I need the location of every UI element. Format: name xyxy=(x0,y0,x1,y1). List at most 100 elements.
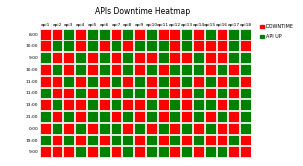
Bar xyxy=(169,135,180,145)
Bar xyxy=(228,135,239,145)
Bar xyxy=(40,41,51,51)
Bar xyxy=(111,41,122,51)
Bar xyxy=(87,123,98,134)
Bar xyxy=(193,135,204,145)
Bar xyxy=(99,64,110,75)
Bar xyxy=(40,146,51,157)
Bar xyxy=(205,29,216,40)
Bar xyxy=(99,87,110,98)
Bar xyxy=(205,135,216,145)
Bar xyxy=(205,52,216,63)
Bar xyxy=(75,146,86,157)
Bar xyxy=(240,146,251,157)
Bar xyxy=(217,123,228,134)
Text: APIs Downtime Heatmap: APIs Downtime Heatmap xyxy=(95,7,190,16)
Bar xyxy=(240,76,251,87)
Bar xyxy=(205,76,216,87)
Bar xyxy=(240,41,251,51)
Bar xyxy=(169,111,180,122)
Bar xyxy=(181,135,192,145)
Bar xyxy=(52,29,62,40)
Bar xyxy=(217,64,228,75)
Bar xyxy=(52,52,62,63)
Bar xyxy=(169,146,180,157)
Bar xyxy=(181,41,192,51)
Bar xyxy=(158,76,168,87)
Bar xyxy=(240,52,251,63)
Bar xyxy=(52,99,62,110)
Bar xyxy=(63,76,74,87)
Bar xyxy=(217,111,228,122)
Bar xyxy=(75,64,86,75)
Bar xyxy=(63,52,74,63)
Bar xyxy=(134,41,145,51)
Bar xyxy=(217,52,228,63)
Bar xyxy=(75,111,86,122)
Bar xyxy=(75,41,86,51)
Bar xyxy=(134,123,145,134)
Bar xyxy=(87,52,98,63)
Bar xyxy=(40,76,51,87)
Bar xyxy=(99,29,110,40)
Bar xyxy=(205,146,216,157)
Bar xyxy=(63,123,74,134)
Bar xyxy=(158,29,168,40)
Bar xyxy=(146,52,157,63)
Bar xyxy=(169,29,180,40)
Bar xyxy=(111,52,122,63)
Bar xyxy=(122,111,133,122)
Bar xyxy=(122,64,133,75)
Bar xyxy=(75,52,86,63)
Bar xyxy=(122,146,133,157)
Bar xyxy=(63,29,74,40)
Bar xyxy=(181,123,192,134)
Bar xyxy=(217,87,228,98)
Bar xyxy=(181,99,192,110)
Bar xyxy=(99,123,110,134)
Bar xyxy=(63,87,74,98)
Bar xyxy=(63,146,74,157)
Bar xyxy=(217,135,228,145)
Bar xyxy=(146,111,157,122)
Bar xyxy=(87,29,98,40)
Bar xyxy=(158,41,168,51)
Bar xyxy=(122,29,133,40)
Bar xyxy=(99,52,110,63)
Bar xyxy=(52,135,62,145)
Bar xyxy=(146,146,157,157)
Bar xyxy=(63,111,74,122)
Bar xyxy=(181,87,192,98)
Bar xyxy=(122,76,133,87)
Bar xyxy=(40,99,51,110)
Bar xyxy=(111,99,122,110)
Bar xyxy=(193,64,204,75)
Bar xyxy=(87,146,98,157)
Bar xyxy=(158,123,168,134)
Bar xyxy=(52,41,62,51)
Bar xyxy=(169,76,180,87)
Bar xyxy=(228,76,239,87)
Bar xyxy=(40,135,51,145)
Bar xyxy=(40,111,51,122)
Bar xyxy=(193,123,204,134)
Bar xyxy=(87,64,98,75)
Bar xyxy=(134,87,145,98)
Bar xyxy=(205,111,216,122)
Bar xyxy=(181,52,192,63)
Bar xyxy=(205,99,216,110)
Bar xyxy=(99,111,110,122)
Bar xyxy=(240,64,251,75)
Bar xyxy=(193,87,204,98)
Bar xyxy=(181,76,192,87)
Bar xyxy=(193,146,204,157)
Bar xyxy=(240,87,251,98)
Bar xyxy=(193,29,204,40)
Bar xyxy=(228,41,239,51)
Bar xyxy=(111,76,122,87)
Bar xyxy=(169,52,180,63)
Bar xyxy=(240,29,251,40)
Bar xyxy=(193,41,204,51)
Bar xyxy=(63,64,74,75)
Bar xyxy=(228,146,239,157)
Bar xyxy=(146,29,157,40)
